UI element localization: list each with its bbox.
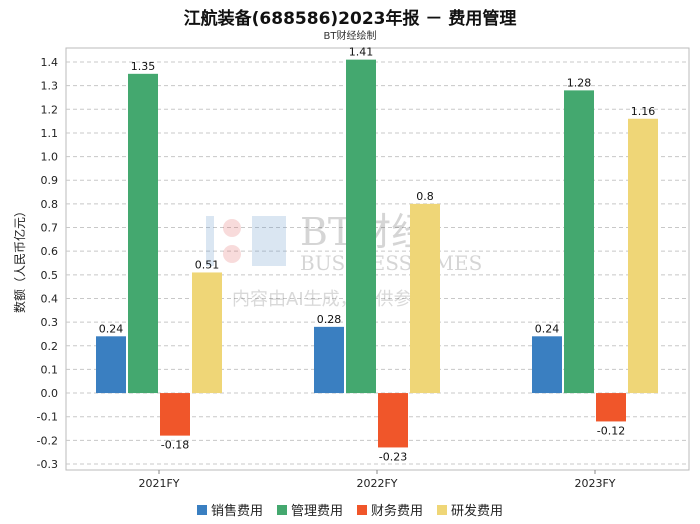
legend-swatch-sales bbox=[196, 504, 207, 515]
legend-label-finance: 财务费用 bbox=[371, 504, 424, 519]
y-tick-label: 0.9 bbox=[41, 174, 59, 187]
y-tick-label: 0.3 bbox=[41, 316, 59, 329]
legend-item-rnd: 研发费用 bbox=[437, 500, 503, 519]
data-label: -0.12 bbox=[597, 424, 625, 437]
y-tick-label: 0.8 bbox=[41, 198, 59, 211]
y-tick-label: 1.3 bbox=[41, 80, 59, 93]
bar bbox=[128, 73, 158, 394]
legend-swatch-rnd bbox=[437, 504, 448, 515]
y-tick-label: 0.6 bbox=[41, 245, 59, 258]
watermark-sub-text: BUSINESSTIMES bbox=[300, 251, 482, 275]
y-tick-label: 0.0 bbox=[41, 387, 59, 400]
bars: 0.24 0.28 0.24 1.35 1.41 1.28 -0.18 -0.23 -0.12 0… bbox=[96, 46, 658, 463]
legend-item-finance: 财务费用 bbox=[357, 500, 423, 519]
bar bbox=[564, 90, 594, 394]
y-tick-label: 0.2 bbox=[41, 340, 59, 353]
y-axis-label: 数额（人民币亿元） bbox=[12, 205, 27, 313]
bar bbox=[532, 336, 562, 394]
y-tick-label: -0.3 bbox=[37, 458, 58, 471]
data-label: 0.8 bbox=[416, 190, 434, 203]
bar bbox=[192, 272, 222, 394]
y-tick-label: 1.2 bbox=[41, 103, 59, 116]
bar bbox=[596, 393, 626, 422]
y-tick-label: 0.4 bbox=[41, 292, 59, 305]
y-axis-ticks: -0.3 -0.2 -0.1 0.0 0.1 0.2 0.3 0.4 0.5 0.6 0.7 0.8 0… bbox=[37, 56, 58, 471]
watermark-note: 内容由AI生成，仅供参考 bbox=[232, 289, 430, 310]
bar bbox=[410, 203, 440, 394]
y-tick-label: 0.1 bbox=[41, 363, 59, 376]
bar bbox=[378, 393, 408, 448]
chart-title: 江航装备(688586)2023年报 － 费用管理 bbox=[183, 9, 517, 29]
legend-label-rnd: 研发费用 bbox=[451, 504, 504, 519]
legend-item-sales: 销售费用 bbox=[196, 500, 263, 519]
watermark-logo-block bbox=[252, 216, 286, 266]
data-label: 1.35 bbox=[131, 60, 156, 73]
data-label: 0.24 bbox=[99, 322, 124, 335]
bar bbox=[160, 393, 190, 436]
data-label: 1.41 bbox=[349, 46, 374, 59]
x-tick-label: 2022FY bbox=[356, 477, 397, 490]
data-label: 0.51 bbox=[195, 258, 220, 271]
legend-swatch-finance bbox=[357, 504, 367, 515]
bar bbox=[314, 326, 344, 394]
watermark-logo-bar bbox=[206, 216, 214, 266]
watermark-logo-dot-1 bbox=[223, 219, 241, 237]
legend: 销售费用 管理费用 财务费用 研发费用 bbox=[0, 500, 700, 519]
y-tick-label: 1.4 bbox=[41, 56, 59, 69]
watermark-logo-dot-2 bbox=[223, 245, 241, 263]
x-tick-label: 2023FY bbox=[574, 477, 615, 490]
data-label: 1.28 bbox=[567, 76, 592, 89]
data-label: 1.16 bbox=[631, 105, 656, 118]
data-label: 0.24 bbox=[535, 322, 560, 335]
bar bbox=[96, 336, 126, 394]
legend-label-admin: 管理费用 bbox=[290, 504, 343, 519]
legend-label-sales: 销售费用 bbox=[210, 504, 263, 519]
y-tick-label: -0.1 bbox=[37, 411, 58, 424]
x-axis-ticks: 2021FY 2022FY 2023FY bbox=[138, 470, 616, 490]
y-tick-label: -0.2 bbox=[37, 434, 58, 447]
y-tick-label: 1.1 bbox=[41, 127, 59, 140]
data-label: -0.23 bbox=[379, 450, 407, 463]
x-tick-label: 2021FY bbox=[138, 477, 179, 490]
y-tick-label: 0.5 bbox=[41, 269, 59, 282]
data-label: -0.18 bbox=[161, 439, 189, 452]
y-tick-label: 1.0 bbox=[41, 151, 59, 164]
legend-swatch-admin bbox=[276, 504, 287, 515]
legend-item-admin: 管理费用 bbox=[276, 500, 343, 519]
bar bbox=[628, 118, 658, 394]
y-tick-label: 0.7 bbox=[41, 222, 59, 235]
bar bbox=[346, 59, 376, 394]
data-label: 0.28 bbox=[317, 313, 342, 326]
chart-subtitle: BT财经绘制 bbox=[323, 31, 377, 42]
